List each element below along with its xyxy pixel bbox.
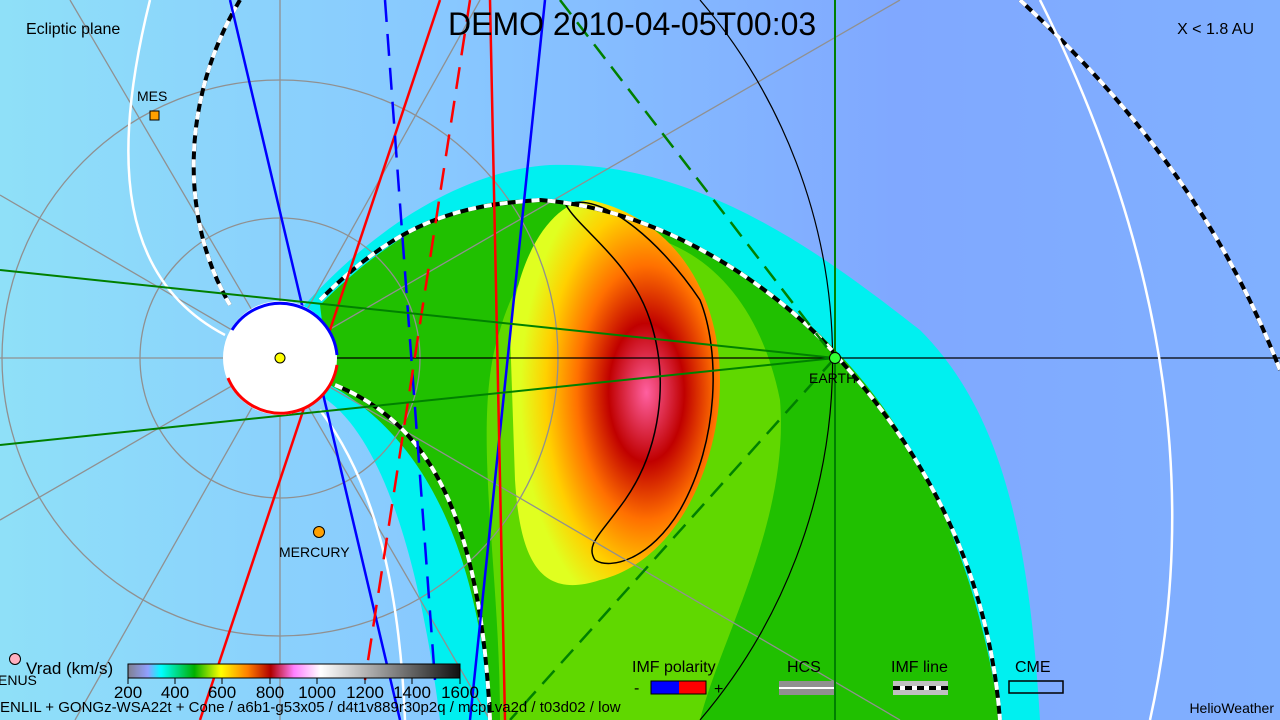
colorbar-tick: 400	[160, 683, 190, 702]
imf-positive-swatch	[679, 681, 706, 694]
plot-title: DEMO 2010-04-05T00:03	[448, 6, 817, 42]
venus-label: ENUS	[0, 672, 37, 688]
range-label: X < 1.8 AU	[1177, 21, 1254, 38]
colorbar-tick: 1000	[298, 683, 336, 702]
colorbar-tick: 1600	[441, 683, 479, 702]
hcs-label: HCS	[787, 659, 821, 676]
brand-label: HelioWeather	[1189, 700, 1274, 716]
imf-polarity-label: IMF polarity	[632, 659, 716, 676]
imf-negative-swatch	[651, 681, 679, 694]
mercury-marker	[313, 526, 325, 538]
cme-swatch	[1008, 680, 1064, 694]
colorbar-tick: 1200	[346, 683, 384, 702]
mes-marker	[149, 110, 160, 121]
imf-polarity-minus: -	[634, 680, 640, 697]
plane-label: Ecliptic plane	[26, 21, 121, 38]
colorbar	[127, 663, 461, 679]
earth-marker	[829, 352, 841, 364]
colorbar-tick: 600	[207, 683, 237, 702]
venus-marker	[9, 653, 21, 665]
earth-label: EARTH	[809, 370, 857, 386]
cme-label: CME	[1015, 659, 1051, 676]
model-info-footer: ENLIL + GONGz-WSA22t + Cone / a6b1-g53x0…	[0, 699, 621, 716]
imf-polarity-plus: +	[714, 681, 724, 698]
sun-marker	[223, 301, 339, 415]
colorbar-tick: 800	[255, 683, 285, 702]
colorbar-label: Vrad (km/s)	[26, 659, 114, 678]
colorbar-tick: 1400	[393, 683, 431, 702]
mercury-label: MERCURY	[279, 544, 350, 560]
imf-line-label: IMF line	[891, 659, 948, 676]
mes-label: MES	[137, 88, 168, 104]
colorbar-tick: 200	[113, 683, 143, 702]
